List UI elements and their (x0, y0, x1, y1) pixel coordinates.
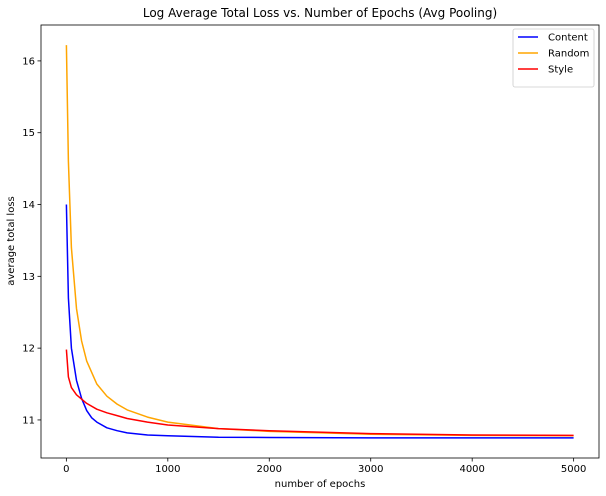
chart-title: Log Average Total Loss vs. Number of Epo… (143, 6, 497, 20)
y-axis-title: average total loss (6, 196, 17, 285)
y-tick-label: 15 (22, 128, 35, 139)
y-tick-label: 11 (22, 415, 35, 426)
legend-label-style: Style (548, 65, 573, 76)
plot-area: 0 1000 2000 3000 4000 5000 11 12 13 14 15 16 (22, 24, 600, 475)
plot-frame (40, 24, 600, 459)
x-tick-label: 3000 (358, 464, 383, 475)
series-line-style (65, 349, 574, 437)
legend-box (512, 28, 595, 88)
x-tick-label: 2000 (257, 464, 282, 475)
x-tick-label: 4000 (459, 464, 484, 475)
y-tick-label: 16 (22, 56, 35, 67)
x-tick-label: 5000 (561, 464, 586, 475)
y-tick-label: 12 (22, 344, 35, 355)
legend-label-content: Content (548, 33, 588, 44)
y-tick-label: 13 (22, 272, 35, 283)
series-line-random (65, 45, 574, 437)
y-tick-label: 14 (22, 200, 35, 211)
x-tick-label: 1000 (155, 464, 180, 475)
legend-label-random: Random (548, 49, 589, 60)
series-line-content (65, 204, 574, 439)
x-tick-label: 0 (63, 464, 69, 475)
legend: Content Random Style (512, 28, 595, 88)
x-axis-title: number of epochs (275, 479, 366, 490)
